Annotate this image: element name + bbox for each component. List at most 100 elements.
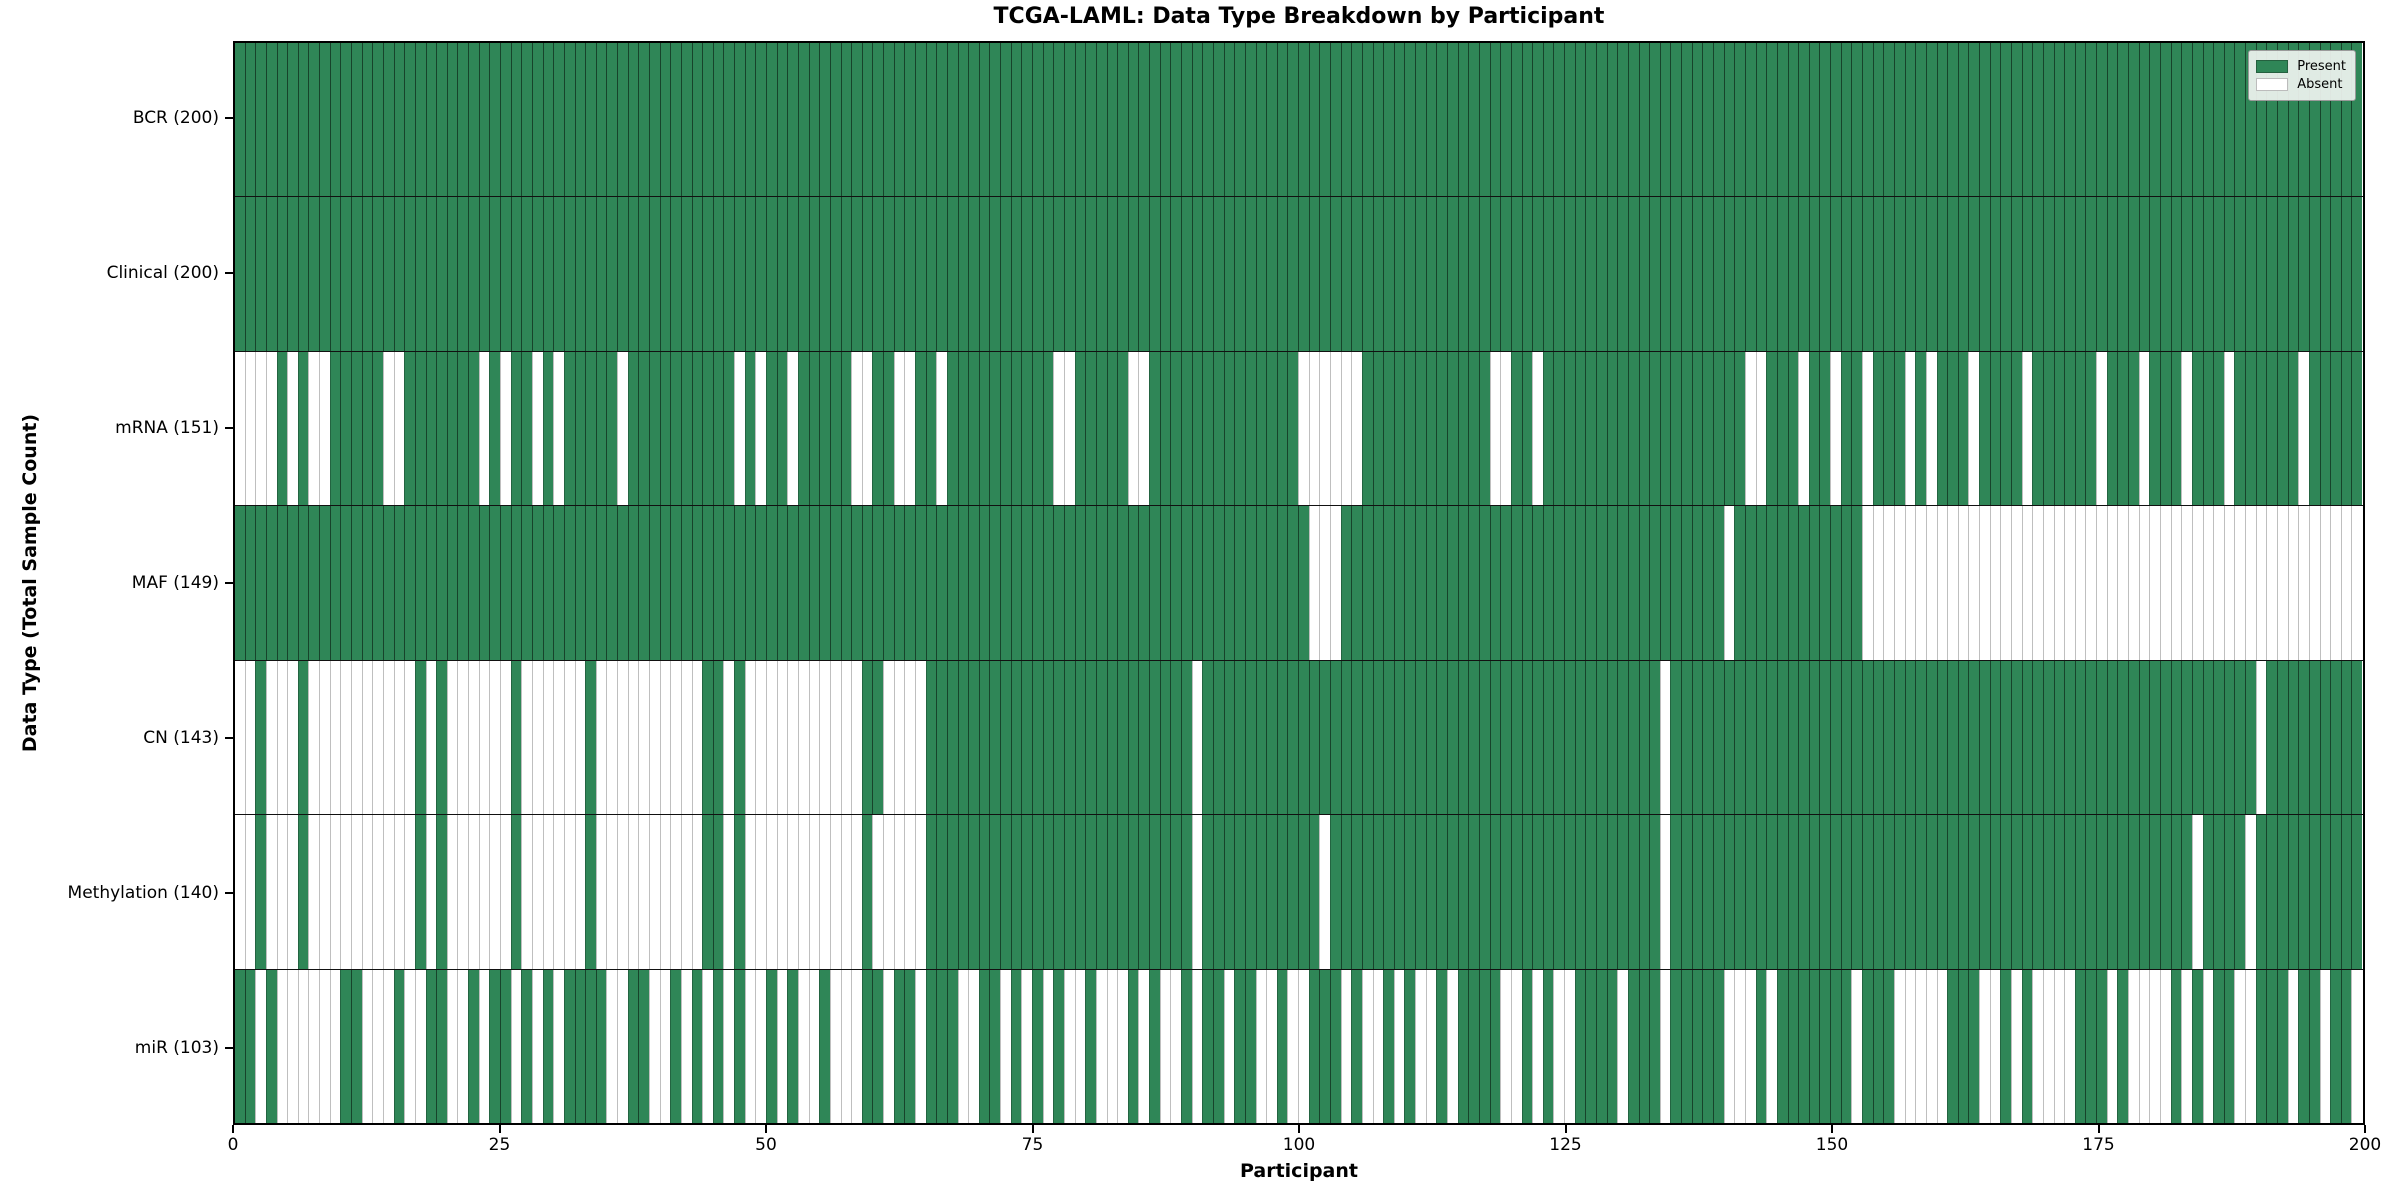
cell-present — [1723, 660, 1735, 815]
cell-absent — [1936, 969, 1948, 1123]
cell-absent — [893, 660, 905, 815]
cell-present — [1351, 43, 1362, 197]
cell-present — [1713, 506, 1724, 660]
cell-present — [1968, 969, 1980, 1123]
cell-present — [1021, 197, 1033, 351]
cell-present — [329, 197, 341, 351]
cell-absent — [521, 660, 532, 815]
cell-present — [1383, 660, 1394, 815]
cell-present — [2064, 43, 2075, 197]
cell-present — [2213, 660, 2224, 815]
cell-present — [2266, 660, 2277, 815]
cell-absent — [255, 351, 266, 506]
cell-present — [2117, 43, 2129, 197]
cell-present — [1085, 506, 1096, 660]
cell-absent — [2010, 969, 2022, 1123]
cell-present — [1383, 506, 1394, 660]
cell-present — [1032, 969, 1043, 1123]
row-label-text: MAF (149) — [131, 573, 219, 593]
cell-present — [1223, 197, 1235, 351]
cell-absent — [531, 660, 543, 815]
cell-present — [670, 969, 681, 1123]
cell-present — [1755, 197, 1767, 351]
cell-present — [276, 43, 288, 197]
cell-present — [2053, 351, 2065, 506]
cell-absent — [553, 660, 564, 815]
cell-present — [1521, 506, 1533, 660]
cell-present — [1085, 969, 1096, 1123]
cell-present — [2298, 969, 2309, 1123]
cell-present — [1957, 351, 1969, 506]
cell-present — [2340, 969, 2352, 1123]
cell-present — [1851, 197, 1863, 351]
cell-present — [2213, 969, 2224, 1123]
cell-present — [957, 660, 969, 815]
cell-present — [1723, 197, 1735, 351]
cell-present — [500, 43, 511, 197]
cell-present — [1617, 351, 1628, 506]
cell-present — [957, 351, 969, 506]
cell-present — [1127, 969, 1139, 1123]
cell-absent — [861, 351, 873, 506]
cell-present — [734, 969, 745, 1123]
cell-present — [1734, 197, 1745, 351]
cell-absent — [1191, 815, 1203, 969]
cell-absent — [361, 815, 373, 969]
cell-present — [1276, 969, 1288, 1123]
cell-present — [382, 197, 394, 351]
cell-present — [978, 197, 990, 351]
cell-absent — [702, 969, 713, 1123]
cell-absent — [2032, 969, 2043, 1123]
cell-present — [1010, 43, 1022, 197]
cell-present — [1617, 660, 1628, 815]
cell-absent — [382, 969, 394, 1123]
y-tick-mark — [225, 427, 233, 430]
cell-present — [2010, 815, 2022, 969]
cell-present — [1106, 506, 1118, 660]
cell-absent — [1564, 969, 1575, 1123]
cell-present — [244, 43, 256, 197]
heatmap-row-BCR — [235, 43, 2363, 197]
cell-present — [1617, 815, 1628, 969]
cell-present — [1074, 43, 1086, 197]
cell-present — [1266, 197, 1277, 351]
cell-present — [2042, 351, 2054, 506]
cell-present — [1659, 43, 1671, 197]
cell-present — [702, 43, 713, 197]
cell-absent — [500, 351, 511, 506]
cell-present — [1276, 197, 1288, 351]
cell-present — [287, 197, 298, 351]
cell-present — [755, 506, 767, 660]
cell-present — [946, 815, 958, 969]
cell-present — [1149, 197, 1160, 351]
cell-present — [2117, 197, 2129, 351]
cell-present — [861, 969, 873, 1123]
cell-absent — [2202, 969, 2214, 1123]
cell-present — [1840, 197, 1852, 351]
cell-absent — [1798, 351, 1809, 506]
cell-absent — [1851, 969, 1863, 1123]
cell-present — [1021, 815, 1033, 969]
cell-present — [2170, 43, 2182, 197]
cell-absent — [1755, 351, 1767, 506]
cell-present — [766, 197, 777, 351]
cell-absent — [755, 351, 767, 506]
cell-present — [595, 969, 607, 1123]
cell-present — [1095, 197, 1107, 351]
cell-present — [1298, 815, 1309, 969]
cell-present — [2202, 43, 2214, 197]
y-tick-mark — [225, 891, 233, 894]
y-tick-mark — [225, 117, 233, 120]
cell-present — [2191, 969, 2203, 1123]
cell-present — [340, 43, 352, 197]
cell-present — [1181, 197, 1192, 351]
cell-present — [1106, 660, 1118, 815]
cell-present — [2074, 660, 2086, 815]
cell-present — [1159, 43, 1171, 197]
cell-present — [1042, 815, 1054, 969]
cell-absent — [755, 969, 767, 1123]
cell-present — [1234, 43, 1245, 197]
cell-absent — [308, 660, 320, 815]
cell-present — [2308, 660, 2320, 815]
cell-absent — [2042, 506, 2054, 660]
